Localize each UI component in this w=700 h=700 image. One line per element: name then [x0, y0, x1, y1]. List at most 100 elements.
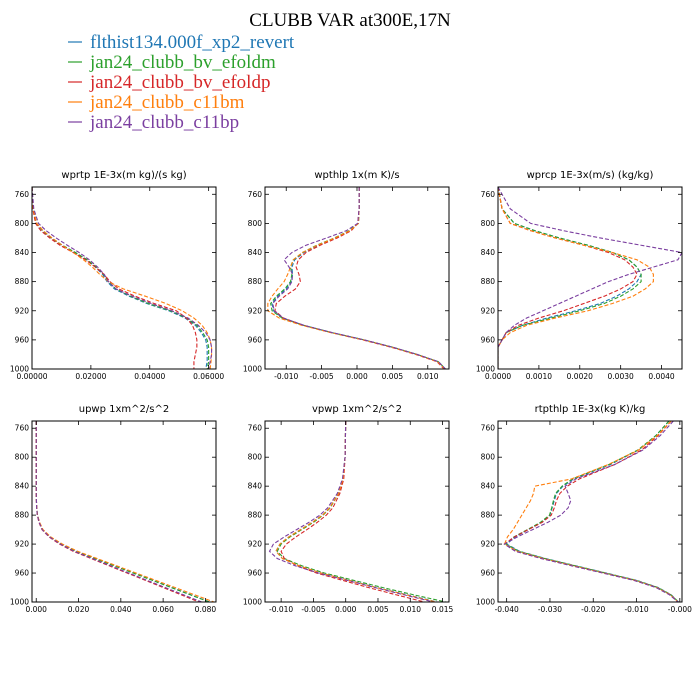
series-line-jan24_clubb_bv_efoldm — [35, 421, 210, 602]
series-line-jan24_clubb_c11bp — [268, 421, 434, 602]
legend-entry: flthist134.000f_xp2_revert — [90, 32, 295, 53]
x-tick-label: 0.005 — [367, 605, 389, 614]
y-tick-label: 1000 — [243, 598, 262, 607]
series-line-jan24_clubb_c11bp — [35, 421, 202, 602]
y-tick-label: 840 — [481, 248, 496, 257]
series-line-jan24_clubb_c11bm — [498, 187, 654, 369]
x-tick-label: -0.005 — [301, 605, 325, 614]
series-line-jan24_clubb_c11bp — [272, 187, 446, 369]
y-tick-label: 1000 — [476, 598, 495, 607]
x-tick-label: 0.0030 — [608, 372, 634, 381]
panel: upwp 1xm^2/s^2 760 800 840 880 920 960 10000.00… — [10, 404, 217, 614]
y-tick-label: 800 — [248, 453, 263, 462]
panel: wprtp 1E-3x(m kg)/(s kg) 760 800 840 880 920 9… — [10, 170, 224, 381]
series-line-jan24_clubb_bv_efoldp — [274, 187, 445, 369]
y-tick-label: 760 — [481, 190, 496, 199]
panel: vpwp 1xm^2/s^2 760 800 840 880 920 960 1000 -0.0… — [243, 404, 454, 614]
series-line-flthist134.000f_xp2_revert — [271, 187, 446, 369]
series-line-jan24_clubb_c11bm — [267, 187, 446, 369]
x-tick-label: 0.015 — [432, 605, 454, 614]
x-tick-label: 0.0040 — [648, 372, 674, 381]
y-tick-label: 880 — [481, 277, 496, 286]
y-tick-label: 880 — [15, 277, 30, 286]
x-tick-label: 0.060 — [152, 605, 174, 614]
y-tick-label: 920 — [15, 306, 30, 315]
x-tick-label: 0.06000 — [193, 372, 224, 381]
y-tick-label: 760 — [15, 424, 30, 433]
legend: flthist134.000f_xp2_revertjan24_clubb_bv… — [68, 32, 295, 133]
series-line-jan24_clubb_c11bm — [35, 421, 215, 602]
y-tick-label: 760 — [481, 424, 496, 433]
series-line-flthist134.000f_xp2_revert — [32, 187, 208, 369]
x-tick-label: 0.0000 — [485, 372, 511, 381]
series-line-jan24_clubb_bv_efoldm — [504, 421, 679, 602]
series-line-jan24_clubb_bv_efoldp — [35, 421, 200, 602]
y-tick-label: 800 — [481, 453, 496, 462]
x-tick-label: -0.040 — [495, 605, 519, 614]
y-tick-label: 880 — [15, 511, 30, 520]
panel-title: upwp 1xm^2/s^2 — [79, 404, 169, 415]
plot-frame — [31, 420, 217, 603]
series-line-flthist134.000f_xp2_revert — [505, 421, 679, 602]
x-tick-label: 0.010 — [400, 605, 422, 614]
y-tick-label: 880 — [248, 277, 263, 286]
series-line-jan24_clubb_c11bm — [275, 421, 437, 602]
series-line-jan24_clubb_bv_efoldp — [498, 187, 638, 369]
panel: wprcp 1E-3x(m/s) (kg/kg) 760 800 840 880 920 9… — [476, 170, 683, 381]
series-line-flthist134.000f_xp2_revert — [275, 421, 438, 602]
x-tick-label: 0.02000 — [75, 372, 106, 381]
x-tick-label: -0.005 — [310, 372, 334, 381]
x-tick-label: 0.010 — [417, 372, 439, 381]
y-tick-label: 960 — [15, 335, 30, 344]
y-tick-label: 800 — [481, 219, 496, 228]
legend-entry: jan24_clubb_bv_efoldm — [89, 52, 276, 73]
y-tick-label: 880 — [481, 511, 496, 520]
panels: wprtp 1E-3x(m kg)/(s kg) 760 800 840 880 920 9… — [10, 170, 692, 614]
panel-title: wpthlp 1x(m K)/s — [314, 170, 399, 181]
y-tick-label: 920 — [248, 540, 263, 549]
x-tick-label: -0.030 — [538, 605, 562, 614]
figure-title: CLUBB VAR at300E,17N — [249, 10, 451, 31]
x-tick-label: 0.000 — [346, 372, 368, 381]
panel-title: vpwp 1xm^2/s^2 — [312, 404, 402, 415]
series-line-jan24_clubb_bv_efoldp — [503, 421, 679, 602]
x-tick-label: 0.000 — [25, 605, 47, 614]
series-line-jan24_clubb_c11bm — [32, 187, 213, 369]
y-tick-label: 760 — [248, 424, 263, 433]
panel: rtpthlp 1E-3x(kg K)/kg 760 800 840 880 920 960… — [476, 404, 692, 614]
y-tick-label: 800 — [15, 219, 30, 228]
y-tick-label: 1000 — [10, 365, 29, 374]
legend-entry: jan24_clubb_c11bp — [89, 112, 239, 133]
y-tick-label: 920 — [15, 540, 30, 549]
y-tick-label: 760 — [15, 190, 30, 199]
x-tick-label: 0.000 — [335, 605, 357, 614]
panel-title: wprtp 1E-3x(m kg)/(s kg) — [61, 170, 186, 181]
x-tick-label: 0.005 — [382, 372, 404, 381]
x-tick-label: -0.010 — [624, 605, 648, 614]
y-tick-label: 960 — [15, 569, 30, 578]
y-tick-label: 1000 — [476, 365, 495, 374]
series-line-jan24_clubb_bv_efoldm — [276, 421, 446, 602]
y-tick-label: 920 — [481, 540, 496, 549]
y-tick-label: 920 — [481, 306, 496, 315]
legend-entry: jan24_clubb_bv_efoldp — [89, 72, 270, 93]
y-tick-label: 760 — [248, 190, 263, 199]
x-tick-label: 0.0010 — [526, 372, 552, 381]
x-tick-label: -0.010 — [269, 605, 293, 614]
plot-frame — [497, 420, 683, 603]
series-line-jan24_clubb_c11bp — [503, 421, 679, 602]
y-tick-label: 800 — [248, 219, 263, 228]
y-tick-label: 880 — [248, 511, 263, 520]
series-line-jan24_clubb_bv_efoldm — [32, 187, 210, 369]
y-tick-label: 960 — [248, 335, 263, 344]
legend-entry: jan24_clubb_c11bm — [89, 92, 245, 113]
y-tick-label: 1000 — [10, 598, 29, 607]
x-tick-label: 0.020 — [68, 605, 90, 614]
x-tick-label: 0.040 — [110, 605, 132, 614]
plot-frame — [31, 186, 217, 370]
y-tick-label: 840 — [248, 248, 263, 257]
plot-frame — [264, 420, 450, 603]
y-tick-label: 960 — [248, 569, 263, 578]
series-line-jan24_clubb_c11bp — [32, 187, 213, 369]
